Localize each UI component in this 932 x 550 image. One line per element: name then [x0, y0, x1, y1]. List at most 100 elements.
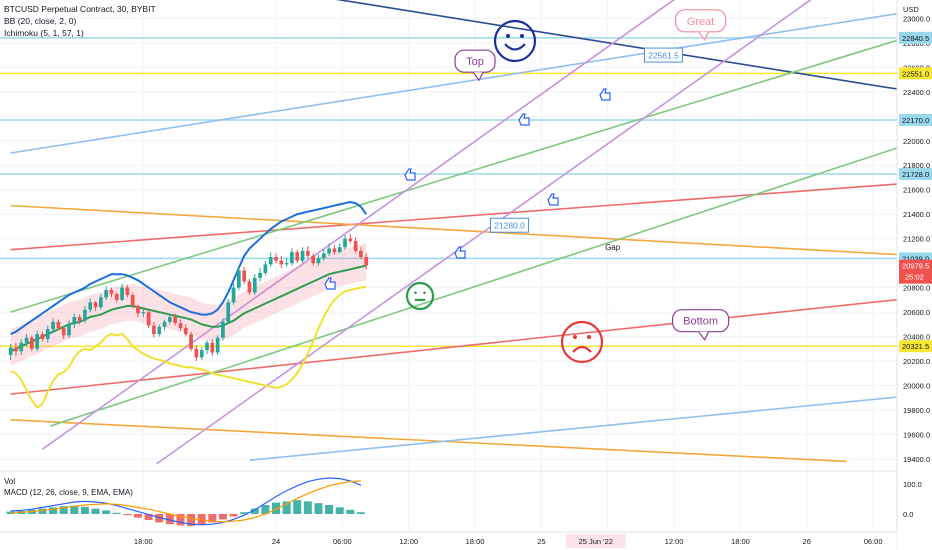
- candle-body: [67, 324, 71, 336]
- neutral-face-icon-eye: [423, 291, 426, 295]
- symbol-legend[interactable]: BTCUSD Perpetual Contract, 30, BYBIT: [4, 4, 156, 14]
- macd-histogram-bar: [112, 512, 121, 514]
- time-tick-label: 06:00: [864, 537, 883, 546]
- candle-body: [114, 293, 119, 300]
- candle-body: [258, 272, 262, 278]
- time-tick-label: 12:00: [399, 537, 418, 546]
- happy-face-icon: [493, 19, 537, 63]
- candle-body: [252, 277, 257, 293]
- time-tick-label: 18:00: [731, 537, 750, 546]
- candle-body: [125, 287, 130, 295]
- trend-line: [10, 28, 932, 313]
- candle-body: [247, 281, 252, 293]
- trend-line: [10, 419, 847, 463]
- candle-body: [98, 297, 103, 308]
- candle-body: [29, 337, 34, 349]
- price-tick-label: 20200.0: [903, 357, 930, 366]
- candle-body: [24, 337, 29, 343]
- sad-face-icon-mouth: [572, 345, 592, 353]
- candle-body: [35, 334, 40, 349]
- price-tick-label: 20000.0: [903, 382, 930, 391]
- candle-body: [72, 317, 77, 325]
- top-callout-tail: [472, 71, 484, 82]
- hand-pointer-icon-shape: [454, 246, 466, 259]
- macd-legend[interactable]: MACD (12, 26, close, 9, EMA, EMA): [4, 488, 133, 497]
- price-tick-label: 20800.0: [903, 284, 930, 293]
- currency-label: USD: [903, 5, 919, 14]
- time-highlight-label: 25 Jun '22: [579, 537, 613, 546]
- price-tag-22561-box: [643, 47, 683, 63]
- price-tag-21280-text: 21280.0: [494, 221, 525, 231]
- candle-body: [120, 287, 124, 300]
- macd-histogram-bar: [38, 508, 47, 514]
- macd-histogram-bar: [325, 505, 334, 514]
- level-price-label: 22840.5: [902, 34, 929, 43]
- trend-line: [41, 0, 675, 450]
- level-price-label: 21728.0: [902, 170, 929, 179]
- price-tick-label: 19600.0: [903, 431, 930, 440]
- level-price-label: 20321.5: [902, 342, 929, 351]
- macd-histogram-bar: [356, 512, 365, 514]
- hand-pointer-icon: [599, 88, 611, 101]
- time-axis-bg: [0, 532, 897, 550]
- hand-pointer-icon-shape: [518, 113, 530, 126]
- level-price-tag: [899, 340, 932, 353]
- bottom-callout: Bottom: [672, 309, 730, 341]
- chart-legend: BTCUSD Perpetual Contract, 30, BYBIT BB …: [4, 3, 156, 39]
- happy-face-icon-eye: [520, 34, 524, 38]
- candle-body: [353, 241, 358, 251]
- time-tick-label: 25: [537, 537, 545, 546]
- candle-body: [93, 302, 98, 308]
- candle-body: [359, 250, 363, 258]
- macd-histogram-bar: [134, 514, 142, 518]
- trend-line: [10, 180, 932, 251]
- macd-histogram-bar: [70, 505, 79, 514]
- trend-line: [249, 392, 932, 462]
- level-price-tag: [899, 31, 932, 44]
- candle-body: [56, 321, 61, 329]
- trend-line: [10, 204, 932, 258]
- candle-body: [268, 257, 273, 265]
- candle-body: [348, 238, 353, 242]
- candle-body: [88, 302, 93, 310]
- sad-face-icon: [560, 320, 604, 364]
- macd-histogram-bar: [102, 510, 111, 514]
- series-line: [10, 264, 367, 353]
- volume-label[interactable]: Vol: [4, 477, 16, 486]
- candle-body: [263, 264, 268, 273]
- neutral-face-icon: [405, 281, 435, 311]
- macd-line: [10, 477, 362, 526]
- macd-histogram-bar: [261, 505, 270, 514]
- candle-body: [194, 348, 199, 358]
- candle-body: [226, 302, 231, 322]
- price-tag-22561: 22561.5: [643, 47, 683, 63]
- bb-legend[interactable]: BB (20, close, 2, 0): [4, 16, 77, 26]
- sad-face-icon-outline: [560, 320, 604, 364]
- level-price-label: 22170.0: [902, 116, 929, 125]
- candle-body: [284, 263, 289, 265]
- ichimoku-legend[interactable]: Ichimoku (5, 1, 57, 1): [4, 28, 84, 38]
- candle-body: [109, 290, 114, 294]
- hand-pointer-icon: [404, 168, 416, 181]
- candle-body: [300, 250, 305, 261]
- price-tick-label: 22000.0: [903, 137, 930, 146]
- happy-face-icon-mouth: [504, 43, 526, 51]
- candle-body: [205, 342, 209, 351]
- candle-body: [279, 260, 284, 265]
- ichimoku-cloud: [10, 243, 367, 366]
- price-tick-label: 19800.0: [903, 406, 930, 415]
- price-tag-21280-box: [490, 217, 530, 233]
- candle-body: [152, 325, 156, 335]
- hand-pointer-icon: [454, 246, 466, 259]
- macd-histogram-bar: [49, 507, 58, 514]
- current-price-tag: [899, 259, 932, 284]
- candle-body: [173, 317, 178, 324]
- candle-body: [311, 255, 316, 264]
- candles-layer: [8, 233, 369, 362]
- top-callout: Top: [454, 49, 496, 82]
- time-tick-label: 12:00: [665, 537, 684, 546]
- series-line: [10, 285, 367, 409]
- time-tick-label: 18:00: [466, 537, 485, 546]
